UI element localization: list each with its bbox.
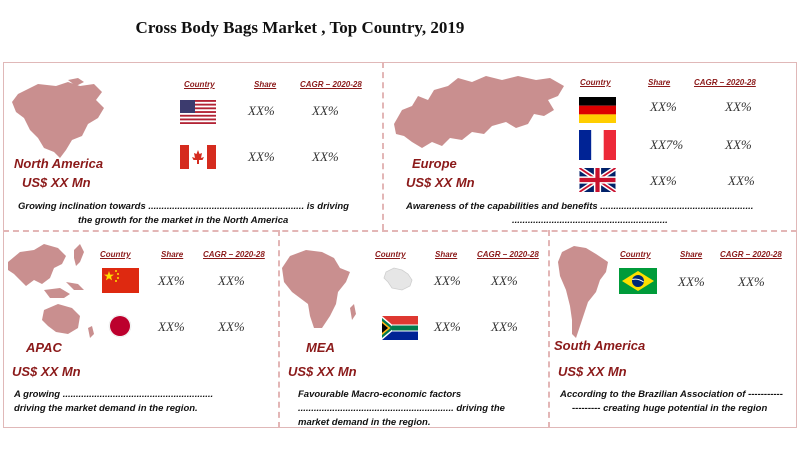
canada-flag — [180, 145, 216, 169]
apac-value: US$ XX Mn — [12, 364, 81, 379]
usa-share: XX% — [248, 103, 275, 118]
page-title: Cross Body Bags Market , Top Country, 20… — [135, 18, 465, 37]
sa-country-header: Country — [620, 250, 651, 259]
north-america-label: North America — [14, 156, 104, 171]
apac-label: APAC — [26, 340, 62, 355]
south-america-map-icon — [558, 246, 608, 338]
eu-share-header: Share — [648, 78, 671, 87]
saudi-share: XX% — [434, 273, 461, 288]
japan-cagr: XX% — [218, 319, 245, 334]
sa-share-header: Share — [680, 250, 703, 259]
apac-country-header: Country — [100, 250, 131, 259]
north-america-desc-2: the growth for the market in the North A… — [78, 215, 289, 226]
uk-cagr: XX% — [728, 173, 755, 188]
usa-cagr: XX% — [312, 103, 339, 118]
germany-flag — [579, 97, 616, 123]
south-america-label: South America — [554, 338, 646, 353]
brazil-share: XX% — [678, 274, 705, 289]
apac-cagr-header: CAGR – 2020-28 — [203, 250, 265, 259]
infographic-frame — [3, 62, 797, 428]
divider-horizontal — [3, 230, 797, 232]
europe-desc-1: Awareness of the capabilities and benefi… — [406, 201, 754, 212]
na-cagr-header: CAGR – 2020-28 — [300, 80, 362, 89]
mea-country-header: Country — [375, 250, 406, 259]
north-america-value: US$ XX Mn — [22, 175, 91, 190]
germany-cagr: XX% — [725, 99, 752, 114]
mea-desc-2: ........................................… — [298, 403, 505, 414]
china-share: XX% — [158, 273, 185, 288]
mea-label: MEA — [306, 340, 335, 355]
mea-map-icon — [282, 250, 356, 328]
china-flag — [102, 268, 139, 293]
france-cagr: XX% — [725, 137, 752, 152]
eu-cagr-header: CAGR – 2020-28 — [694, 78, 756, 87]
south-africa-share: XX% — [434, 319, 461, 334]
uk-flag — [579, 168, 616, 192]
japan-flag — [108, 314, 132, 338]
north-america-desc-1: Growing inclination towards ............… — [18, 201, 349, 212]
europe-map-icon — [394, 76, 564, 148]
mea-cagr-header: CAGR – 2020-28 — [477, 250, 539, 259]
south-africa-flag — [382, 316, 418, 340]
apac-share-header: Share — [161, 250, 184, 259]
divider-bottom-right — [548, 230, 550, 428]
canada-cagr: XX% — [312, 149, 339, 164]
saudi-cagr: XX% — [491, 273, 518, 288]
china-cagr: XX% — [218, 273, 245, 288]
south-america-value: US$ XX Mn — [558, 364, 627, 379]
europe-desc-2: ........................................… — [512, 215, 668, 226]
mea-desc-1: Favourable Macro-economic factors — [298, 389, 462, 400]
south-africa-cagr: XX% — [491, 319, 518, 334]
mea-value: US$ XX Mn — [288, 364, 357, 379]
north-america-map-icon — [12, 78, 104, 158]
europe-label: Europe — [412, 156, 457, 171]
na-country-header: Country — [184, 80, 215, 89]
apac-map-icon — [8, 244, 94, 338]
saudi-arabia-map-icon — [383, 267, 413, 291]
canada-share: XX% — [248, 149, 275, 164]
germany-share: XX% — [650, 99, 677, 114]
usa-flag — [180, 100, 216, 124]
mea-share-header: Share — [435, 250, 458, 259]
na-share-header: Share — [254, 80, 277, 89]
europe-value: US$ XX Mn — [406, 175, 475, 190]
france-share: XX7% — [650, 137, 684, 152]
uk-share: XX% — [650, 173, 677, 188]
sa-cagr-header: CAGR – 2020-28 — [720, 250, 782, 259]
divider-bottom-left — [278, 230, 280, 428]
france-flag — [579, 130, 616, 160]
brazil-cagr: XX% — [738, 274, 765, 289]
apac-desc-1: A growing ..............................… — [14, 389, 214, 400]
south-america-desc-1: According to the Brazilian Association o… — [560, 389, 783, 400]
apac-desc-2: driving the market demand in the region. — [14, 403, 198, 414]
divider-top-vertical — [382, 62, 384, 230]
eu-country-header: Country — [580, 78, 611, 87]
mea-desc-3: market demand in the region. — [298, 417, 431, 428]
japan-share: XX% — [158, 319, 185, 334]
brazil-flag — [619, 268, 657, 294]
south-america-desc-2: --------- creating huge potential in the… — [572, 403, 768, 414]
